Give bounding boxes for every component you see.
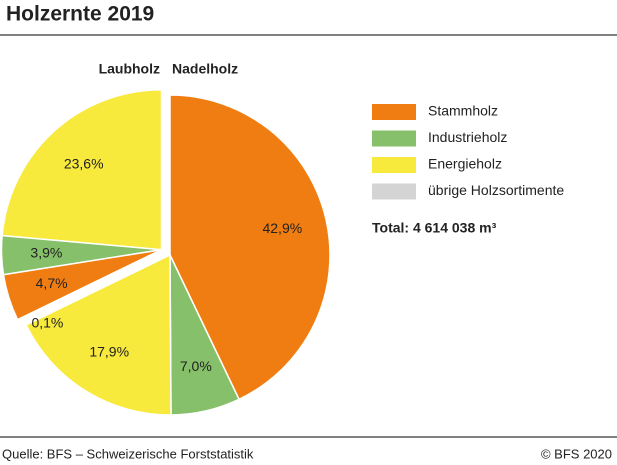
value-label: 17,9% (89, 344, 129, 360)
value-label: 23,6% (64, 155, 104, 171)
legend-swatch (372, 104, 416, 120)
legend-label: Energieholz (428, 156, 502, 172)
pie-slice (25, 253, 172, 416)
value-label: 3,9% (30, 244, 62, 260)
legend-swatch (372, 130, 416, 147)
pie-slice (1, 88, 163, 251)
chart-title: Holzernte 2019 (6, 3, 154, 26)
total: Total: 4 614 038 m³ (372, 220, 497, 236)
value-label: 4,7% (36, 275, 68, 291)
copyright: © BFS 2020 (541, 446, 612, 461)
value-label: 7,0% (180, 358, 212, 374)
pie-slice (169, 94, 331, 401)
pie-slice (16, 249, 162, 322)
value-label: 42,9% (262, 220, 302, 236)
group-label: Nadelholz (172, 61, 238, 77)
legend-swatch (372, 183, 416, 200)
value-label: 0,1% (31, 314, 63, 330)
legend-label: Industrieholz (428, 129, 507, 145)
legend-label: Stammholz (428, 103, 498, 119)
source: Quelle: BFS – Schweizerische Forststatis… (2, 446, 254, 461)
legend-swatch (372, 157, 416, 173)
legend-label: übrige Holzsortimente (428, 182, 564, 198)
group-label: Laubholz (99, 61, 160, 77)
